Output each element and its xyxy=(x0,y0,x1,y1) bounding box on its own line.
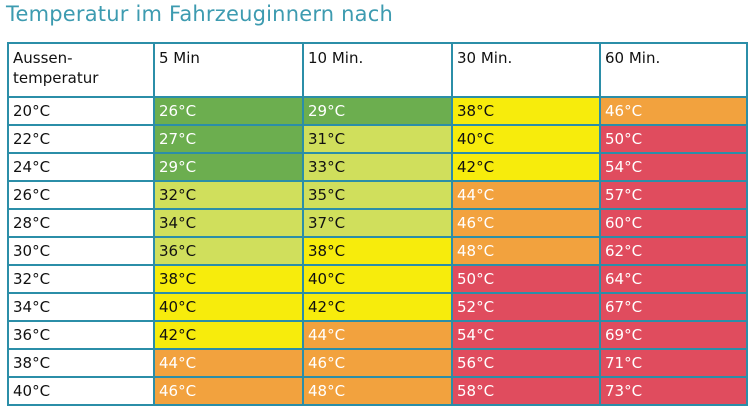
table-row: 34°C 40°C 42°C 52°C 67°C xyxy=(7,292,748,322)
temperature-cell: 33°C xyxy=(302,152,453,182)
temperature-cell: 42°C xyxy=(451,152,601,182)
table-row: 32°C 38°C 40°C 50°C 64°C xyxy=(7,264,748,294)
table-row: 36°C 42°C 44°C 54°C 69°C xyxy=(7,320,748,350)
header-60-min: 60 Min. xyxy=(599,42,748,98)
temperature-cell: 27°C xyxy=(153,124,304,154)
temperature-cell: 46°C xyxy=(599,96,748,126)
temperature-cell: 71°C xyxy=(599,348,748,378)
header-5-min: 5 Min xyxy=(153,42,304,98)
temperature-cell: 36°C xyxy=(153,236,304,266)
temperature-cell: 64°C xyxy=(599,264,748,294)
table-header-row: Aussen- temperatur 5 Min 10 Min. 30 Min.… xyxy=(7,42,748,98)
row-outside-temperature: 28°C xyxy=(7,208,155,238)
temperature-cell: 73°C xyxy=(599,376,748,406)
row-outside-temperature: 26°C xyxy=(7,180,155,210)
temperature-cell: 29°C xyxy=(153,152,304,182)
row-outside-temperature: 38°C xyxy=(7,348,155,378)
header-10-min: 10 Min. xyxy=(302,42,453,98)
temperature-cell: 67°C xyxy=(599,292,748,322)
temperature-cell: 54°C xyxy=(451,320,601,350)
temperature-cell: 60°C xyxy=(599,208,748,238)
table-row: 30°C 36°C 38°C 48°C 62°C xyxy=(7,236,748,266)
temperature-cell: 57°C xyxy=(599,180,748,210)
row-outside-temperature: 36°C xyxy=(7,320,155,350)
row-outside-temperature: 32°C xyxy=(7,264,155,294)
row-outside-temperature: 24°C xyxy=(7,152,155,182)
temperature-cell: 32°C xyxy=(153,180,304,210)
temperature-cell: 26°C xyxy=(153,96,304,126)
temperature-cell: 38°C xyxy=(451,96,601,126)
temperature-cell: 40°C xyxy=(153,292,304,322)
temperature-cell: 31°C xyxy=(302,124,453,154)
temperature-cell: 69°C xyxy=(599,320,748,350)
temperature-cell: 35°C xyxy=(302,180,453,210)
temperature-cell: 50°C xyxy=(599,124,748,154)
temperature-cell: 46°C xyxy=(451,208,601,238)
temperature-cell: 54°C xyxy=(599,152,748,182)
temperature-cell: 48°C xyxy=(302,376,453,406)
row-outside-temperature: 20°C xyxy=(7,96,155,126)
table-row: 24°C 29°C 33°C 42°C 54°C xyxy=(7,152,748,182)
table-row: 38°C 44°C 46°C 56°C 71°C xyxy=(7,348,748,378)
temperature-cell: 40°C xyxy=(302,264,453,294)
temperature-cell: 42°C xyxy=(153,320,304,350)
table-row: 26°C 32°C 35°C 44°C 57°C xyxy=(7,180,748,210)
temperature-table: Aussen- temperatur 5 Min 10 Min. 30 Min.… xyxy=(7,42,748,406)
row-outside-temperature: 34°C xyxy=(7,292,155,322)
table-body: 20°C 26°C 29°C 38°C 46°C 22°C 27°C 31°C 40°C 50°C… xyxy=(7,96,748,406)
header-outside-temperature-label: Aussen- temperatur xyxy=(13,49,99,87)
temperature-cell: 44°C xyxy=(451,180,601,210)
row-outside-temperature: 40°C xyxy=(7,376,155,406)
table-row: 20°C 26°C 29°C 38°C 46°C xyxy=(7,96,748,126)
table-row: 40°C 46°C 48°C 58°C 73°C xyxy=(7,376,748,406)
temperature-cell: 37°C xyxy=(302,208,453,238)
header-30-min: 30 Min. xyxy=(451,42,601,98)
temperature-cell: 44°C xyxy=(302,320,453,350)
temperature-cell: 56°C xyxy=(451,348,601,378)
header-outside-temperature: Aussen- temperatur xyxy=(7,42,155,98)
temperature-cell: 52°C xyxy=(451,292,601,322)
temperature-cell: 40°C xyxy=(451,124,601,154)
row-outside-temperature: 22°C xyxy=(7,124,155,154)
temperature-cell: 29°C xyxy=(302,96,453,126)
temperature-cell: 44°C xyxy=(153,348,304,378)
temperature-cell: 46°C xyxy=(153,376,304,406)
temperature-cell: 48°C xyxy=(451,236,601,266)
page-title: Temperatur im Fahrzeuginnern nach xyxy=(6,2,394,26)
table-row: 22°C 27°C 31°C 40°C 50°C xyxy=(7,124,748,154)
table-row: 28°C 34°C 37°C 46°C 60°C xyxy=(7,208,748,238)
temperature-cell: 50°C xyxy=(451,264,601,294)
temperature-cell: 42°C xyxy=(302,292,453,322)
temperature-cell: 38°C xyxy=(302,236,453,266)
temperature-cell: 62°C xyxy=(599,236,748,266)
temperature-cell: 58°C xyxy=(451,376,601,406)
temperature-cell: 38°C xyxy=(153,264,304,294)
temperature-cell: 46°C xyxy=(302,348,453,378)
row-outside-temperature: 30°C xyxy=(7,236,155,266)
temperature-cell: 34°C xyxy=(153,208,304,238)
